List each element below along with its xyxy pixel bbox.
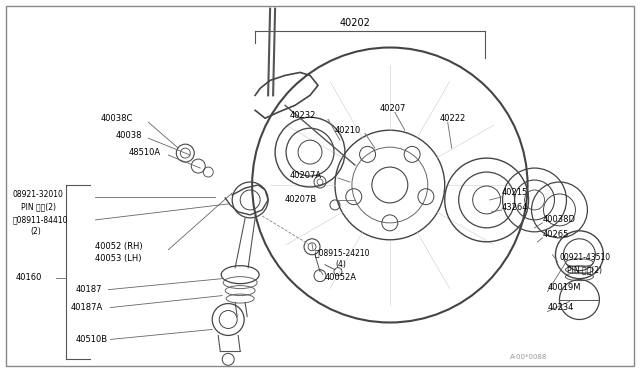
Text: 48510A: 48510A [129,148,161,157]
Text: 40038D: 40038D [543,215,575,224]
Text: (2): (2) [31,227,42,236]
Text: 40207A: 40207A [290,170,322,180]
Text: PIN ピン(2): PIN ピン(2) [568,265,602,274]
Text: 40038: 40038 [115,131,142,140]
Text: 40160: 40160 [15,273,42,282]
Text: 40202: 40202 [340,17,371,28]
Text: 40207: 40207 [380,104,406,113]
Text: ⓝ08911-84410: ⓝ08911-84410 [13,215,68,224]
Text: 40053 (LH): 40053 (LH) [95,254,142,263]
Text: 40052 (RH): 40052 (RH) [95,242,143,251]
Text: 40038C: 40038C [100,114,133,123]
Text: 08921-32010: 08921-32010 [13,190,63,199]
Text: 40232: 40232 [290,111,316,120]
Text: 43264: 43264 [502,203,528,212]
Text: 40187: 40187 [76,285,102,294]
Text: PIN ピン(2): PIN ピン(2) [20,202,56,211]
Text: ⓝ08915-24210: ⓝ08915-24210 [315,248,371,257]
Text: 40019M: 40019M [547,283,581,292]
Text: A·00*0088: A·00*0088 [509,355,547,360]
Text: 00921-43510: 00921-43510 [559,253,611,262]
Text: 40210: 40210 [335,126,361,135]
Text: 40215: 40215 [502,189,528,198]
Text: 40052A: 40052A [325,273,357,282]
Text: (4): (4) [335,260,346,269]
Text: 40234: 40234 [547,303,574,312]
Text: 40222: 40222 [440,114,466,123]
Text: 40187A: 40187A [70,303,103,312]
Text: 40265: 40265 [543,230,569,239]
Text: 40510B: 40510B [76,335,108,344]
Text: 40207B: 40207B [285,195,317,205]
